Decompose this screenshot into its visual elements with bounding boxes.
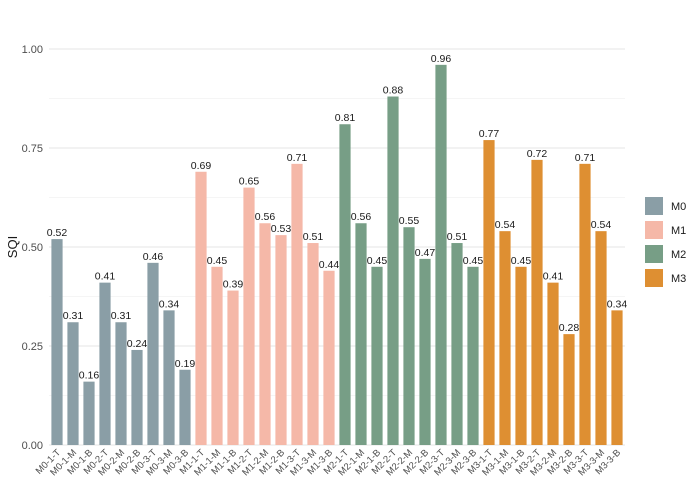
legend-key-m0	[645, 197, 663, 215]
bar-m0-2-t	[99, 282, 111, 445]
bar-m3-1-b	[515, 266, 527, 445]
bar-m2-2-b	[419, 258, 431, 445]
bar-m3-3-m	[595, 231, 607, 445]
bar-m2-2-m	[403, 227, 415, 445]
bar-m1-1-t	[195, 171, 207, 445]
bar-m0-1-m	[67, 322, 79, 445]
grid	[49, 48, 625, 446]
data-label: 0.41	[543, 271, 564, 283]
data-label: 0.71	[575, 152, 596, 164]
data-label: 0.31	[111, 310, 132, 322]
data-label: 0.56	[255, 211, 276, 223]
bar-m2-1-b	[371, 266, 383, 445]
bar-m3-3-t	[579, 163, 591, 445]
data-label: 0.77	[479, 128, 500, 140]
bar-m2-3-t	[435, 64, 447, 445]
data-label: 0.34	[159, 298, 180, 310]
bar-m2-3-m	[451, 243, 463, 445]
y-tick-label: 0.50	[22, 242, 43, 254]
legend-key-m1	[645, 221, 663, 239]
data-label: 0.96	[431, 53, 452, 65]
data-label: 0.28	[559, 322, 580, 334]
data-label: 0.45	[463, 255, 484, 267]
legend-label: M3	[671, 273, 686, 285]
y-tick-label: 0.75	[22, 143, 43, 155]
x-axis: M0-1-TM0-1-MM0-1-BM0-2-TM0-2-MM0-2-BM0-3…	[34, 447, 623, 478]
bar-m2-1-t	[339, 124, 351, 446]
y-tick-label: 0.25	[22, 341, 43, 353]
bar-m1-3-m	[307, 243, 319, 445]
y-tick-label: 0.00	[22, 440, 43, 452]
data-label: 0.24	[127, 338, 148, 350]
legend-label: M2	[671, 249, 686, 261]
data-label: 0.19	[175, 358, 196, 370]
data-label: 0.71	[287, 152, 308, 164]
data-labels: 0.52 0.31 0.16 0.41 0.31 0.24 0.46 0.34 0.19 0.69…	[47, 53, 628, 382]
data-label: 0.45	[511, 255, 532, 267]
bar-m0-3-m	[163, 310, 175, 445]
data-label: 0.51	[303, 231, 324, 243]
bar-m3-1-m	[499, 231, 511, 445]
data-label: 0.81	[335, 112, 356, 124]
data-label: 0.55	[399, 215, 420, 227]
legend-label: M0	[671, 201, 686, 213]
bar-m3-3-b	[611, 310, 623, 445]
data-label: 0.46	[143, 251, 164, 263]
bar-m1-3-b	[323, 270, 335, 445]
data-label: 0.47	[415, 247, 436, 259]
data-label: 0.56	[351, 211, 372, 223]
data-label: 0.16	[79, 370, 100, 382]
data-label: 0.31	[63, 310, 84, 322]
data-label: 0.45	[367, 255, 388, 267]
y-tick-label: 1.00	[22, 44, 43, 56]
data-label: 0.45	[207, 255, 228, 267]
y-axis-label: SQI	[5, 236, 20, 258]
bars	[51, 64, 623, 446]
bar-m2-2-t	[387, 96, 399, 446]
data-label: 0.54	[495, 219, 516, 231]
bar-m0-1-t	[51, 239, 63, 445]
bar-m0-2-b	[131, 349, 143, 445]
legend-key-m2	[645, 245, 663, 263]
data-label: 0.72	[527, 148, 548, 160]
data-label: 0.34	[607, 298, 628, 310]
bar-m0-3-t	[147, 262, 159, 445]
bar-m1-2-b	[275, 235, 287, 445]
bar-m3-1-t	[483, 140, 495, 445]
bar-m3-2-m	[547, 282, 559, 445]
bar-m1-1-b	[227, 290, 239, 445]
bar-m1-1-m	[211, 266, 223, 445]
y-axis: 0.00 0.25 0.50 0.75 1.00	[22, 44, 43, 452]
data-label: 0.69	[191, 160, 212, 172]
bar-m3-2-b	[563, 334, 575, 445]
legend: M0 M1 M2 M3	[645, 197, 686, 287]
legend-key-m3	[645, 269, 663, 287]
bar-m3-2-t	[531, 159, 543, 445]
data-label: 0.54	[591, 219, 612, 231]
data-label: 0.53	[271, 223, 292, 235]
data-label: 0.52	[47, 227, 68, 239]
data-label: 0.65	[239, 176, 260, 188]
data-label: 0.39	[223, 279, 244, 291]
data-label: 0.51	[447, 231, 468, 243]
data-label: 0.88	[383, 85, 404, 97]
bar-m0-3-b	[179, 369, 191, 445]
data-label: 0.41	[95, 271, 116, 283]
bar-m2-1-m	[355, 223, 367, 445]
bar-m0-2-m	[115, 322, 127, 445]
bar-m2-3-b	[467, 266, 479, 445]
bar-m1-2-t	[243, 187, 255, 445]
bar-m1-3-t	[291, 163, 303, 445]
data-label: 0.44	[319, 259, 340, 271]
legend-label: M1	[671, 225, 686, 237]
bar-m0-1-b	[83, 381, 95, 445]
bar-m1-2-m	[259, 223, 271, 445]
